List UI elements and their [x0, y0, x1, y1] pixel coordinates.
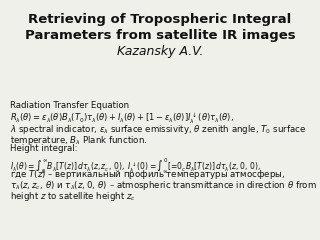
- Text: Kazansky A.V.: Kazansky A.V.: [117, 45, 203, 58]
- Text: Height integral:: Height integral:: [10, 144, 77, 153]
- Text: $\tau_\lambda(z, z_c,\,\theta)$ и $\tau_\lambda(z, 0,\,\theta)$ – atmospheric tr: $\tau_\lambda(z, z_c,\,\theta)$ и $\tau_…: [10, 179, 316, 192]
- Text: Parameters from satellite IR images: Parameters from satellite IR images: [25, 29, 295, 42]
- Text: height $z$ to satellite height $z_c$: height $z$ to satellite height $z_c$: [10, 190, 136, 203]
- Text: где $T(z)$ – вертикальный профиль температуры атмосферы,: где $T(z)$ – вертикальный профиль темпер…: [10, 168, 285, 181]
- Text: $\lambda$ spectral indicator, $\varepsilon_\lambda$ surface emissivity, $\theta$: $\lambda$ spectral indicator, $\varepsil…: [10, 123, 306, 136]
- Text: temperature, $B_\lambda$ Plank function.: temperature, $B_\lambda$ Plank function.: [10, 134, 147, 147]
- Text: $I_\lambda(\theta)=\int_0^{\infty}B_\lambda[T(z)]\,d\tau_\lambda(z,z_c,\,0),\; I: $I_\lambda(\theta)=\int_0^{\infty}B_\lam…: [10, 156, 260, 176]
- Text: Radiation Transfer Equation: Radiation Transfer Equation: [10, 101, 129, 110]
- Text: Retrieving of Tropospheric Integral: Retrieving of Tropospheric Integral: [28, 13, 292, 26]
- Text: $R_\lambda(\theta) = \varepsilon_\lambda(\theta)B_\lambda(T_0)\tau_\lambda(\thet: $R_\lambda(\theta) = \varepsilon_\lambda…: [10, 112, 233, 126]
